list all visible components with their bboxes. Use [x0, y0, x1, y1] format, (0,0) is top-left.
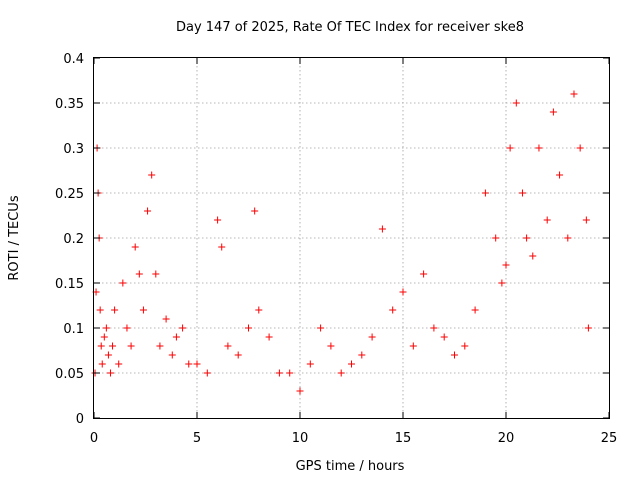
data-point	[317, 324, 325, 332]
data-point	[156, 342, 164, 350]
data-point	[523, 234, 531, 242]
x-tick-label: 10	[292, 431, 309, 446]
data-point	[502, 261, 510, 269]
y-tick-label: 0.1	[63, 322, 84, 337]
data-point	[492, 234, 500, 242]
chart-title: Day 147 of 2025, Rate Of TEC Index for r…	[176, 20, 524, 35]
data-point	[296, 387, 304, 395]
data-point	[498, 279, 506, 287]
data-point	[461, 342, 469, 350]
data-point	[111, 306, 119, 314]
data-point	[96, 306, 104, 314]
x-tick-label: 25	[601, 431, 618, 446]
data-point	[203, 369, 211, 377]
data-point	[368, 333, 376, 341]
data-point	[512, 99, 520, 107]
data-point	[584, 324, 592, 332]
y-tick-label: 0.35	[55, 97, 84, 112]
data-point	[471, 306, 479, 314]
data-point	[104, 351, 112, 359]
data-point	[102, 324, 110, 332]
data-point	[481, 189, 489, 197]
data-point	[119, 279, 127, 287]
data-point	[430, 324, 438, 332]
y-tick-label: 0.05	[55, 367, 84, 382]
data-point	[535, 144, 543, 152]
data-point	[214, 216, 222, 224]
data-point	[399, 288, 407, 296]
plot-frame	[93, 57, 610, 419]
data-point	[570, 90, 578, 98]
y-tick-label: 0.2	[63, 232, 84, 247]
data-point	[265, 333, 273, 341]
x-axis-ticks: 0 5 10 15 20 25	[90, 58, 617, 446]
x-tick-label: 15	[395, 431, 412, 446]
data-point	[440, 333, 448, 341]
data-point	[97, 342, 105, 350]
data-point	[245, 324, 252, 332]
data-point	[378, 225, 386, 233]
data-point	[139, 306, 147, 314]
x-tick-label: 20	[498, 431, 515, 446]
data-point	[172, 333, 180, 341]
data-point	[234, 351, 242, 359]
data-point	[389, 306, 397, 314]
y-axis-label: ROTI / TECUs	[7, 195, 22, 280]
data-point	[251, 207, 259, 215]
data-points	[91, 90, 592, 395]
data-point	[582, 216, 590, 224]
data-point	[193, 360, 201, 368]
data-point	[144, 207, 152, 215]
y-tick-label: 0.15	[55, 277, 84, 292]
data-point	[306, 360, 314, 368]
data-point	[218, 243, 226, 251]
data-point	[152, 270, 160, 278]
data-point	[275, 369, 283, 377]
data-point	[224, 342, 232, 350]
x-axis-label: GPS time / hours	[296, 459, 405, 474]
data-point	[100, 333, 108, 341]
y-tick-label: 0.3	[63, 142, 84, 157]
data-point	[179, 324, 187, 332]
data-point	[409, 342, 417, 350]
data-point	[506, 144, 514, 152]
data-point	[168, 351, 176, 359]
data-point	[348, 360, 355, 368]
y-tick-label: 0.25	[55, 187, 84, 202]
data-point	[286, 369, 294, 377]
data-point	[135, 270, 143, 278]
data-point	[162, 315, 170, 323]
data-point	[115, 360, 123, 368]
data-point	[127, 342, 135, 350]
data-point	[185, 360, 193, 368]
data-point	[98, 360, 106, 368]
data-point	[106, 369, 114, 377]
y-tick-label: 0	[76, 412, 84, 427]
x-tick-label: 5	[193, 431, 201, 446]
data-point	[123, 324, 131, 332]
data-point	[564, 234, 572, 242]
data-point	[576, 144, 584, 152]
data-point	[451, 351, 458, 359]
data-point	[549, 108, 557, 116]
y-tick-label: 0.4	[63, 52, 84, 67]
data-point	[148, 171, 156, 179]
data-point	[529, 252, 537, 260]
data-point	[420, 270, 428, 278]
y-axis-ticks: 0 0.05 0.1 0.15 0.2 0.25 0.3 0.35 0.4	[55, 52, 609, 427]
data-point	[358, 351, 366, 359]
data-point	[109, 342, 117, 350]
data-point	[327, 342, 335, 350]
data-point	[255, 306, 263, 314]
x-tick-label: 0	[90, 431, 98, 446]
data-point	[543, 216, 551, 224]
data-point	[556, 171, 564, 179]
data-point	[131, 243, 139, 251]
data-point	[518, 189, 526, 197]
data-point	[337, 369, 345, 377]
